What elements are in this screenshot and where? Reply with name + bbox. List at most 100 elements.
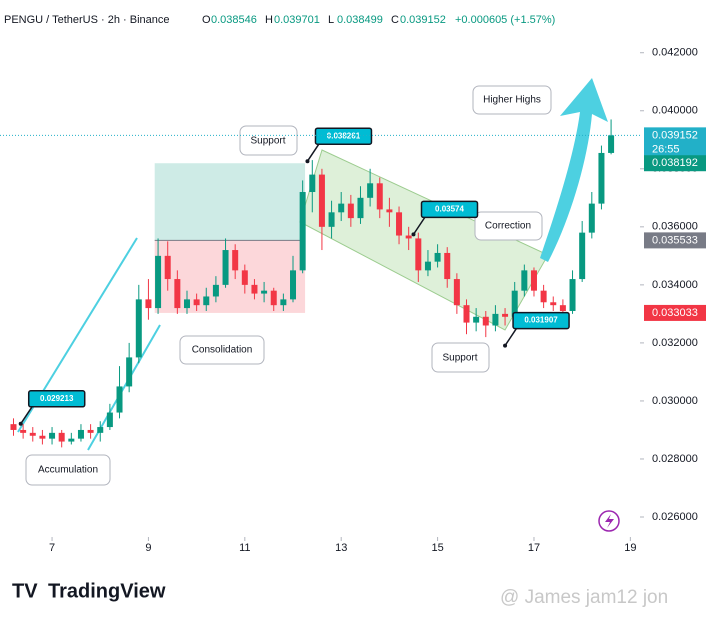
icon xyxy=(605,514,614,528)
body xyxy=(106,412,113,428)
y-tick-label: 0.028000 xyxy=(652,453,698,465)
body xyxy=(405,235,412,239)
body xyxy=(367,183,374,198)
body xyxy=(97,427,104,433)
body xyxy=(174,279,181,309)
y-tick-label: 0.034000 xyxy=(652,279,698,291)
x-tick-label: 19 xyxy=(624,542,636,554)
ohlc-value: 0.038499 xyxy=(337,14,383,26)
correction-channel xyxy=(299,149,549,331)
body xyxy=(463,305,470,323)
body xyxy=(424,261,431,271)
body xyxy=(77,429,84,439)
body xyxy=(511,290,518,317)
callout-point xyxy=(18,421,23,426)
body xyxy=(569,279,576,311)
body xyxy=(579,232,586,280)
body xyxy=(280,299,287,306)
body xyxy=(290,270,297,300)
callout-point xyxy=(411,232,416,237)
note-box xyxy=(25,454,111,486)
body xyxy=(10,424,17,430)
body xyxy=(559,305,566,311)
body xyxy=(588,203,595,233)
body xyxy=(530,270,537,291)
price-box xyxy=(644,304,706,321)
callout-pointer xyxy=(20,405,34,425)
ohlc-label: C xyxy=(391,14,399,26)
body xyxy=(502,313,509,317)
notes: Accumulation Consolidation Support Corre… xyxy=(25,85,552,486)
body xyxy=(482,316,489,326)
price-box xyxy=(644,232,706,249)
body xyxy=(135,299,142,358)
body xyxy=(434,252,441,262)
ohlc-value: 0.039152 xyxy=(400,14,446,26)
body xyxy=(338,203,345,213)
callout-box xyxy=(314,127,373,145)
body xyxy=(309,174,316,193)
body xyxy=(473,316,480,323)
change: +0.000605 (+1.57%) xyxy=(455,14,555,26)
body xyxy=(58,432,65,442)
body xyxy=(415,238,422,271)
last-price-label: 0.039152 xyxy=(652,129,698,141)
ohlc-label: L xyxy=(328,14,334,26)
body xyxy=(126,357,133,387)
watermark: @ James jam12 jon xyxy=(500,587,668,608)
callout-label: 0.03574 xyxy=(435,204,464,213)
body xyxy=(540,290,547,303)
body xyxy=(550,302,557,306)
callout-label: 0.031907 xyxy=(524,316,558,325)
callout-box xyxy=(27,390,86,408)
body xyxy=(251,284,258,294)
body xyxy=(193,299,200,306)
body xyxy=(20,429,27,433)
arrow xyxy=(540,78,608,262)
y-tick-label: 0.040000 xyxy=(652,105,698,117)
y-tick-label: 0.032000 xyxy=(652,337,698,349)
note: Correction xyxy=(485,221,531,232)
note-box xyxy=(179,335,265,365)
body xyxy=(444,252,451,280)
y-tick-label: 0.030000 xyxy=(652,395,698,407)
ohlc-value: 0.039701 xyxy=(274,14,320,26)
body xyxy=(318,174,325,227)
countdown: 26:55 xyxy=(652,143,680,155)
note: Consolidation xyxy=(192,345,253,356)
logo-mark: TV xyxy=(12,580,38,602)
drawings xyxy=(17,78,608,451)
x-tick-label: 11 xyxy=(239,542,250,554)
target-zone xyxy=(154,163,306,241)
body xyxy=(386,209,393,213)
x-tick-label: 17 xyxy=(528,542,540,554)
note-box xyxy=(239,125,298,156)
callout-box xyxy=(512,311,570,330)
callout-pointer xyxy=(306,142,321,162)
body xyxy=(376,183,383,210)
body xyxy=(396,212,403,236)
body xyxy=(347,203,354,219)
callout-point xyxy=(305,159,310,164)
note-box xyxy=(474,211,543,241)
body xyxy=(261,290,268,294)
x-tick-label: 7 xyxy=(49,542,55,554)
callout-point xyxy=(503,343,508,348)
body xyxy=(39,435,46,439)
note: Support xyxy=(442,353,477,364)
body xyxy=(270,290,277,306)
body xyxy=(222,250,229,285)
note: Accumulation xyxy=(38,465,98,476)
body xyxy=(164,255,171,280)
callout-box xyxy=(420,200,479,219)
body xyxy=(492,313,499,326)
ohlc-value: 0.038546 xyxy=(211,14,257,26)
price-label: 0.033033 xyxy=(652,307,698,319)
note-box xyxy=(472,85,552,115)
body xyxy=(68,438,75,442)
body xyxy=(183,299,190,309)
icon xyxy=(598,510,620,532)
body xyxy=(453,279,460,306)
price-label: 0.038192 xyxy=(652,157,698,169)
